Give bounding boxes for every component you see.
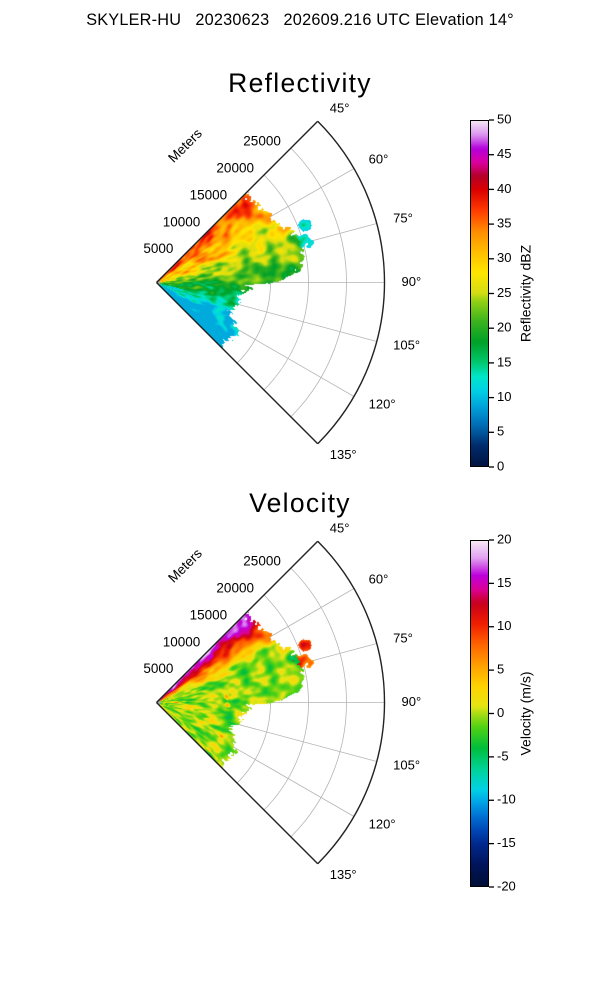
svg-text:0: 0 xyxy=(497,705,504,720)
svg-text:-15: -15 xyxy=(497,835,516,850)
svg-text:45: 45 xyxy=(497,146,511,161)
svg-text:50: 50 xyxy=(497,111,511,126)
svg-text:10: 10 xyxy=(497,618,511,633)
svg-text:20: 20 xyxy=(497,320,511,335)
svg-text:15: 15 xyxy=(497,354,511,369)
svg-text:-10: -10 xyxy=(497,792,516,807)
svg-text:Velocity (m/s): Velocity (m/s) xyxy=(518,671,534,755)
svg-text:5: 5 xyxy=(497,662,504,677)
svg-text:15: 15 xyxy=(497,575,511,590)
svg-text:40: 40 xyxy=(497,181,511,196)
svg-text:30: 30 xyxy=(497,250,511,265)
svg-text:0: 0 xyxy=(497,458,504,473)
svg-text:35: 35 xyxy=(497,216,511,231)
svg-text:5: 5 xyxy=(497,424,504,439)
svg-text:10: 10 xyxy=(497,389,511,404)
svg-text:-20: -20 xyxy=(497,878,516,893)
svg-text:25: 25 xyxy=(497,285,511,300)
svg-text:20: 20 xyxy=(497,531,511,546)
svg-text:Reflectivity dBZ: Reflectivity dBZ xyxy=(518,244,534,342)
svg-text:-5: -5 xyxy=(497,748,509,763)
